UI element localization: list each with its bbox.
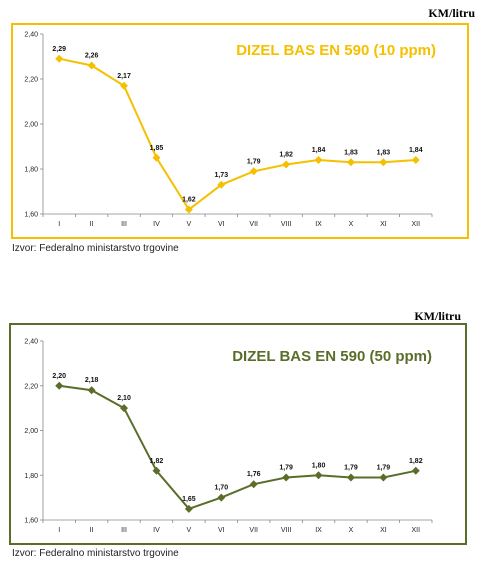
x-tick-label: III [121, 221, 127, 228]
y-tick-label: 2,20 [24, 77, 38, 84]
data-point [249, 480, 258, 489]
x-tick-label: V [187, 221, 192, 228]
unit-label: KM/litru [414, 309, 461, 323]
data-label: 1,79 [279, 464, 293, 471]
x-tick-label: XI [380, 221, 387, 228]
data-label: 2,10 [117, 395, 131, 402]
x-tick-label: XII [412, 527, 421, 534]
y-tick-label: 2,20 [24, 383, 38, 390]
unit-label: KM/litru [428, 6, 475, 20]
data-label: 1,62 [182, 197, 196, 204]
data-point [314, 156, 323, 164]
data-point [87, 386, 96, 395]
data-label: 1,76 [247, 471, 261, 478]
data-label: 1,84 [409, 147, 423, 154]
x-tick-label: I [58, 221, 60, 228]
chart-10ppm: DIZEL BAS EN 590 (10 ppm) 1,60 1,80 2,00 2,2… [11, 23, 469, 239]
x-tick-label: IV [153, 527, 160, 534]
source-note: Izvor: Federalno ministarstvo trgovine [12, 548, 179, 559]
data-label: 1,70 [214, 485, 228, 492]
data-point [152, 466, 161, 475]
data-point [55, 54, 64, 63]
y-tick-label: 2,40 [24, 32, 38, 39]
data-label: 2,29 [52, 46, 66, 53]
data-point [217, 493, 226, 502]
data-point [152, 153, 161, 162]
chart-title: DIZEL BAS EN 590 (10 ppm) [236, 42, 436, 59]
data-label: 1,79 [344, 464, 358, 471]
x-tick-label: IX [315, 527, 322, 534]
data-label: 1,82 [279, 152, 293, 159]
data-label: 1,79 [377, 464, 391, 471]
data-point [282, 473, 291, 482]
data-label: 1,82 [150, 458, 164, 465]
data-point [346, 473, 355, 482]
data-label: 1,83 [344, 149, 358, 156]
data-point [55, 381, 64, 390]
y-tick-label: 1,60 [24, 518, 38, 525]
x-tick-label: VIII [281, 221, 292, 228]
data-point [249, 167, 258, 176]
data-point [411, 466, 420, 475]
data-label: 2,17 [117, 73, 131, 80]
data-point [379, 473, 388, 482]
data-label: 1,84 [312, 147, 326, 154]
data-point [217, 180, 226, 189]
data-label: 1,85 [150, 145, 164, 152]
x-tick-label: IX [315, 221, 322, 228]
source-note: Izvor: Federalno ministarstvo trgovine [12, 243, 179, 254]
data-point [184, 205, 193, 214]
y-tick-label: 2,00 [24, 122, 38, 129]
x-tick-label: VII [249, 527, 258, 534]
data-label: 2,26 [85, 53, 99, 60]
x-tick-label: VI [218, 527, 225, 534]
data-label: 1,82 [409, 458, 423, 465]
data-point [184, 504, 193, 513]
data-point [314, 471, 323, 480]
chart-50ppm: DIZEL BAS EN 590 (50 ppm) 1,60 1,80 2,00 2,2… [9, 323, 467, 545]
data-point [282, 160, 291, 169]
chart-frame [9, 323, 467, 545]
chart-title: DIZEL BAS EN 590 (50 ppm) [232, 348, 432, 365]
data-point [120, 81, 129, 90]
x-tick-label: V [187, 527, 192, 534]
series-line [59, 384, 417, 510]
data-point [87, 61, 96, 70]
x-tick-label: X [349, 527, 354, 534]
data-label: 1,73 [214, 172, 228, 179]
y-tick-label: 1,60 [24, 212, 38, 219]
data-point [346, 158, 355, 167]
x-tick-label: I [58, 527, 60, 534]
x-tick-label: VIII [281, 527, 292, 534]
x-tick-label: IV [153, 221, 160, 228]
y-tick-label: 1,80 [24, 167, 38, 174]
series-line [58, 57, 416, 211]
y-tick-label: 2,40 [24, 339, 38, 346]
data-label: 1,79 [247, 158, 261, 165]
x-tick-label: II [90, 221, 94, 228]
x-tick-label: II [90, 527, 94, 534]
data-point [411, 156, 420, 164]
y-tick-label: 2,00 [24, 428, 38, 435]
data-label: 2,20 [52, 373, 66, 380]
data-point [379, 158, 388, 167]
data-label: 1,83 [377, 149, 391, 156]
data-label: 1,80 [312, 462, 326, 469]
data-label: 1,65 [182, 496, 196, 503]
x-tick-label: X [349, 221, 354, 228]
x-tick-label: III [121, 527, 127, 534]
x-tick-label: XI [380, 527, 387, 534]
y-tick-label: 1,80 [24, 473, 38, 480]
data-label: 2,18 [85, 377, 99, 384]
x-tick-label: XII [412, 221, 421, 228]
data-point [120, 404, 129, 413]
x-tick-label: VII [249, 221, 258, 228]
x-tick-label: VI [218, 221, 225, 228]
chart-frame [11, 23, 469, 239]
